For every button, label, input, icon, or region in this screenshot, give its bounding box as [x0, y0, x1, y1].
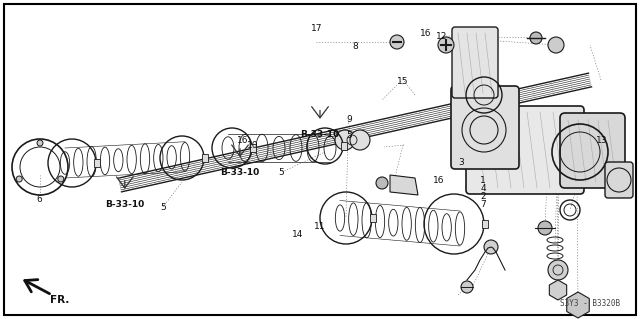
- FancyBboxPatch shape: [605, 162, 633, 198]
- Text: 5: 5: [161, 203, 166, 212]
- Text: 6: 6: [37, 195, 42, 204]
- Bar: [94, 159, 100, 167]
- Circle shape: [350, 130, 370, 150]
- Polygon shape: [567, 292, 589, 318]
- Bar: [250, 144, 256, 152]
- Text: 3: 3: [458, 158, 463, 167]
- Circle shape: [376, 177, 388, 189]
- Circle shape: [538, 221, 552, 235]
- FancyArrowPatch shape: [312, 107, 328, 118]
- Text: FR.: FR.: [50, 295, 69, 305]
- Bar: [202, 154, 208, 162]
- Circle shape: [548, 37, 564, 53]
- Circle shape: [484, 240, 498, 254]
- Text: 11: 11: [314, 222, 326, 231]
- Circle shape: [438, 37, 454, 53]
- Text: 16: 16: [433, 176, 444, 185]
- Circle shape: [548, 260, 568, 280]
- FancyBboxPatch shape: [466, 106, 584, 194]
- Text: B-33-10: B-33-10: [300, 130, 340, 139]
- FancyArrowPatch shape: [232, 145, 248, 156]
- Polygon shape: [549, 280, 566, 300]
- Text: 14: 14: [292, 230, 303, 239]
- Text: 9: 9: [346, 115, 351, 124]
- Text: 17: 17: [311, 24, 323, 33]
- Text: 7: 7: [481, 200, 486, 209]
- Circle shape: [461, 281, 473, 293]
- Text: 13: 13: [596, 136, 607, 145]
- Circle shape: [37, 140, 43, 146]
- Circle shape: [58, 176, 64, 182]
- Bar: [482, 220, 488, 228]
- Text: 8: 8: [353, 42, 358, 51]
- Polygon shape: [390, 175, 418, 195]
- Text: 4: 4: [481, 184, 486, 193]
- Bar: [370, 214, 376, 222]
- Text: B-33-10: B-33-10: [220, 168, 260, 177]
- FancyArrowPatch shape: [116, 177, 133, 188]
- Circle shape: [16, 176, 22, 182]
- Text: 5: 5: [279, 168, 284, 177]
- FancyBboxPatch shape: [451, 86, 519, 169]
- FancyArrowPatch shape: [25, 280, 49, 294]
- Circle shape: [390, 35, 404, 49]
- Text: 16: 16: [420, 29, 431, 38]
- Text: 15: 15: [397, 77, 409, 86]
- FancyBboxPatch shape: [452, 27, 498, 98]
- Text: 1: 1: [481, 176, 486, 185]
- Text: 16: 16: [237, 136, 249, 145]
- Text: 10: 10: [247, 141, 259, 150]
- FancyBboxPatch shape: [560, 113, 625, 188]
- Text: 2: 2: [481, 192, 486, 201]
- Bar: [341, 142, 347, 150]
- Circle shape: [530, 32, 542, 44]
- Text: S3Y3 - B3320B: S3Y3 - B3320B: [560, 299, 620, 308]
- Text: 5: 5: [346, 131, 351, 140]
- Circle shape: [335, 130, 355, 150]
- Text: B-33-10: B-33-10: [105, 200, 145, 209]
- Text: 12: 12: [436, 32, 447, 41]
